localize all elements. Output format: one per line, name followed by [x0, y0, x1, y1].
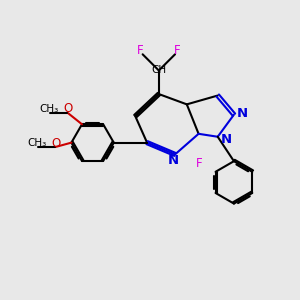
- Text: CH₃: CH₃: [27, 138, 46, 148]
- Text: N: N: [237, 107, 248, 120]
- Text: O: O: [63, 102, 73, 115]
- Text: N: N: [220, 133, 232, 146]
- Text: O: O: [51, 137, 60, 150]
- Text: CH₃: CH₃: [39, 104, 58, 114]
- Text: CH: CH: [151, 65, 166, 76]
- Text: N: N: [168, 154, 179, 167]
- Text: F: F: [137, 44, 144, 57]
- Text: F: F: [174, 44, 181, 57]
- Text: F: F: [196, 157, 202, 170]
